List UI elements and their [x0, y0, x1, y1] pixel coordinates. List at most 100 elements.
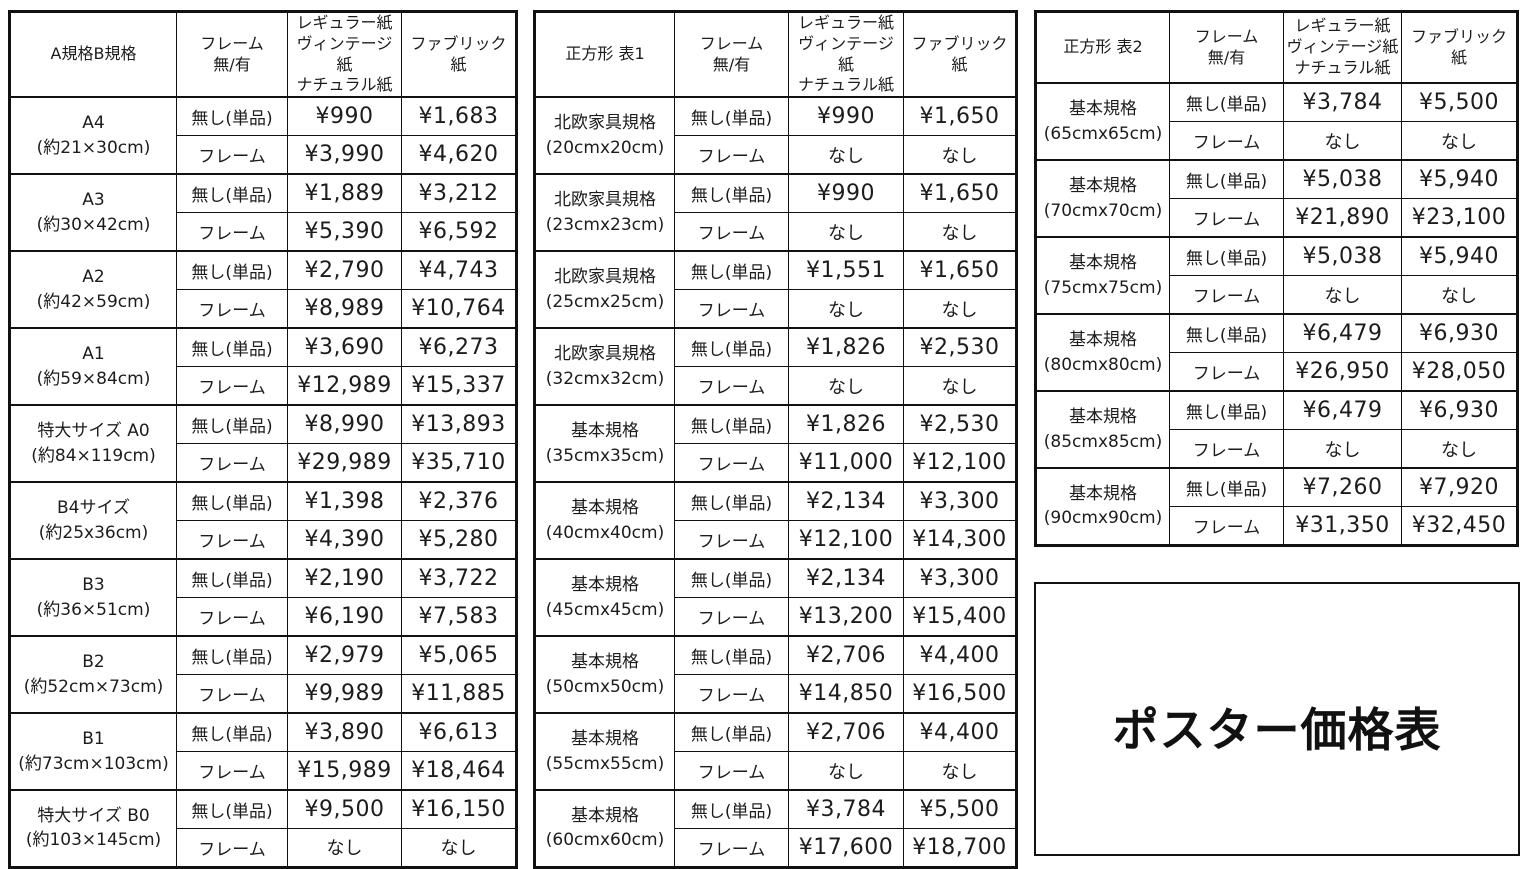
size-dimensions: (約25x36cm)	[38, 522, 149, 543]
no-frame-option-cell: 無し(単品)	[176, 481, 288, 522]
size-dimensions: (32cmx32cm)	[545, 368, 665, 389]
size-name: 基本規格	[571, 498, 639, 519]
table-a-b-standard: A規格B規格 フレーム 無/有 レギュラー紙 ヴィンテージ紙 ナチュラル紙 ファブリッ…	[8, 10, 518, 869]
price-cell-fabric: ¥5,940	[1401, 236, 1518, 276]
size-name: B1	[82, 729, 105, 750]
price-cell-regular: ¥8,989	[287, 289, 402, 329]
price-cell-fabric: ¥6,273	[401, 327, 517, 368]
frame-option-cell: フレーム	[1169, 198, 1284, 238]
na-cell-regular: なし	[788, 212, 904, 252]
size-cell: 基本規格 (45cmx45cm)	[534, 558, 675, 637]
na-cell-regular: なし	[788, 366, 904, 406]
size-cell: 基本規格 (55cmx55cm)	[534, 712, 675, 791]
no-frame-option-cell: 無し(単品)	[176, 173, 288, 214]
price-cell-fabric: ¥23,100	[1401, 198, 1518, 238]
price-cell-fabric: ¥12,100	[903, 443, 1017, 483]
size-name: 基本規格	[1069, 252, 1137, 273]
size-dimensions: (65cmx65cm)	[1043, 123, 1163, 144]
na-cell-fabric: なし	[401, 828, 517, 868]
price-cell-regular: ¥6,190	[287, 597, 402, 637]
price-cell-regular: ¥6,479	[1283, 390, 1402, 430]
size-cell: 基本規格 (80cmx80cm)	[1035, 313, 1170, 392]
size-dimensions: (75cmx75cm)	[1043, 277, 1163, 298]
size-name: 基本規格	[571, 575, 639, 596]
na-cell-regular: なし	[287, 828, 402, 868]
size-dimensions: (約73cm×103cm)	[18, 753, 169, 774]
price-cell-fabric: ¥3,300	[903, 558, 1017, 599]
no-frame-option-cell: 無し(単品)	[176, 712, 288, 753]
price-cell-regular: ¥2,706	[788, 635, 904, 676]
column-header-frame: フレーム 無/有	[176, 11, 288, 99]
price-cell-regular: ¥990	[788, 173, 904, 214]
frame-option-cell: フレーム	[674, 443, 789, 483]
price-cell-fabric: ¥4,400	[903, 635, 1017, 676]
size-dimensions: (55cmx55cm)	[545, 753, 665, 774]
no-frame-option-cell: 無し(単品)	[1169, 467, 1284, 507]
column-header-fabric-paper: ファブリック紙	[401, 11, 517, 99]
no-frame-option-cell: 無し(単品)	[674, 558, 789, 599]
price-cell-regular: ¥1,826	[788, 404, 904, 445]
table-title-cell: 正方形 表1	[534, 11, 675, 99]
column-header-regular-paper: レギュラー紙 ヴィンテージ紙 ナチュラル紙	[788, 11, 904, 99]
no-frame-option-cell: 無し(単品)	[1169, 82, 1284, 122]
price-cell-regular: ¥21,890	[1283, 198, 1402, 238]
na-cell-regular: なし	[1283, 121, 1402, 161]
price-cell-regular: ¥8,990	[287, 404, 402, 445]
size-cell: A4 (約21×30cm)	[9, 96, 177, 175]
price-cell-regular: ¥6,479	[1283, 313, 1402, 353]
price-cell-regular: ¥2,134	[788, 481, 904, 522]
price-cell-regular: ¥2,134	[788, 558, 904, 599]
no-frame-option-cell: 無し(単品)	[176, 789, 288, 830]
page-title: ポスター価格表	[1112, 703, 1442, 757]
price-cell-regular: ¥15,989	[287, 751, 402, 791]
no-frame-option-cell: 無し(単品)	[674, 789, 789, 830]
price-cell-fabric: ¥13,893	[401, 404, 517, 445]
price-cell-fabric: ¥5,500	[1401, 82, 1518, 122]
frame-option-cell: フレーム	[674, 674, 789, 714]
price-cell-fabric: ¥1,650	[903, 173, 1017, 214]
price-cell-regular: ¥7,260	[1283, 467, 1402, 507]
size-name: B4サイズ	[57, 498, 130, 519]
size-dimensions: (約42×59cm)	[36, 291, 151, 312]
no-frame-option-cell: 無し(単品)	[674, 635, 789, 676]
size-cell: 基本規格 (70cmx70cm)	[1035, 159, 1170, 238]
size-cell: A1 (約59×84cm)	[9, 327, 177, 406]
price-cell-regular: ¥3,784	[1283, 82, 1402, 122]
price-cell-regular: ¥9,989	[287, 674, 402, 714]
no-frame-option-cell: 無し(単品)	[674, 250, 789, 291]
size-cell: A2 (約42×59cm)	[9, 250, 177, 329]
size-cell: 基本規格 (40cmx40cm)	[534, 481, 675, 560]
frame-option-cell: フレーム	[176, 520, 288, 560]
na-cell-fabric: なし	[903, 751, 1017, 791]
price-table: A規格B規格 フレーム 無/有 レギュラー紙 ヴィンテージ紙 ナチュラル紙 ファブリッ…	[8, 10, 518, 869]
price-cell-regular: ¥11,000	[788, 443, 904, 483]
na-cell-regular: なし	[788, 135, 904, 175]
size-dimensions: (約59×84cm)	[36, 368, 151, 389]
size-cell: B1 (約73cm×103cm)	[9, 712, 177, 791]
price-cell-fabric: ¥5,500	[903, 789, 1017, 830]
column-header-regular-paper: レギュラー紙 ヴィンテージ紙 ナチュラル紙	[1283, 11, 1402, 84]
size-name: 特大サイズ A0	[37, 421, 150, 442]
table-square-1: 正方形 表1 フレーム 無/有 レギュラー紙 ヴィンテージ紙 ナチュラル紙 ファブリッ…	[533, 10, 1018, 869]
na-cell-regular: なし	[1283, 429, 1402, 469]
na-cell-fabric: なし	[903, 135, 1017, 175]
no-frame-option-cell: 無し(単品)	[176, 327, 288, 368]
size-cell: 特大サイズ A0 (約84×119cm)	[9, 404, 177, 483]
table-title-cell: 正方形 表2	[1035, 11, 1170, 84]
frame-option-cell: フレーム	[674, 135, 789, 175]
size-cell: A3 (約30×42cm)	[9, 173, 177, 252]
price-cell-regular: ¥26,950	[1283, 352, 1402, 392]
size-dimensions: (85cmx85cm)	[1043, 431, 1163, 452]
column-header-frame: フレーム 無/有	[1169, 11, 1284, 84]
size-dimensions: (約103×145cm)	[25, 830, 162, 851]
price-cell-fabric: ¥15,337	[401, 366, 517, 406]
frame-option-cell: フレーム	[674, 520, 789, 560]
size-cell: B3 (約36×51cm)	[9, 558, 177, 637]
price-table: 正方形 表1 フレーム 無/有 レギュラー紙 ヴィンテージ紙 ナチュラル紙 ファブリッ…	[533, 10, 1018, 869]
na-cell-fabric: なし	[903, 212, 1017, 252]
column-header-regular-paper: レギュラー紙 ヴィンテージ紙 ナチュラル紙	[287, 11, 402, 99]
no-frame-option-cell: 無し(単品)	[674, 712, 789, 753]
price-cell-regular: ¥5,390	[287, 212, 402, 252]
no-frame-option-cell: 無し(単品)	[1169, 313, 1284, 353]
price-cell-fabric: ¥1,650	[903, 96, 1017, 137]
